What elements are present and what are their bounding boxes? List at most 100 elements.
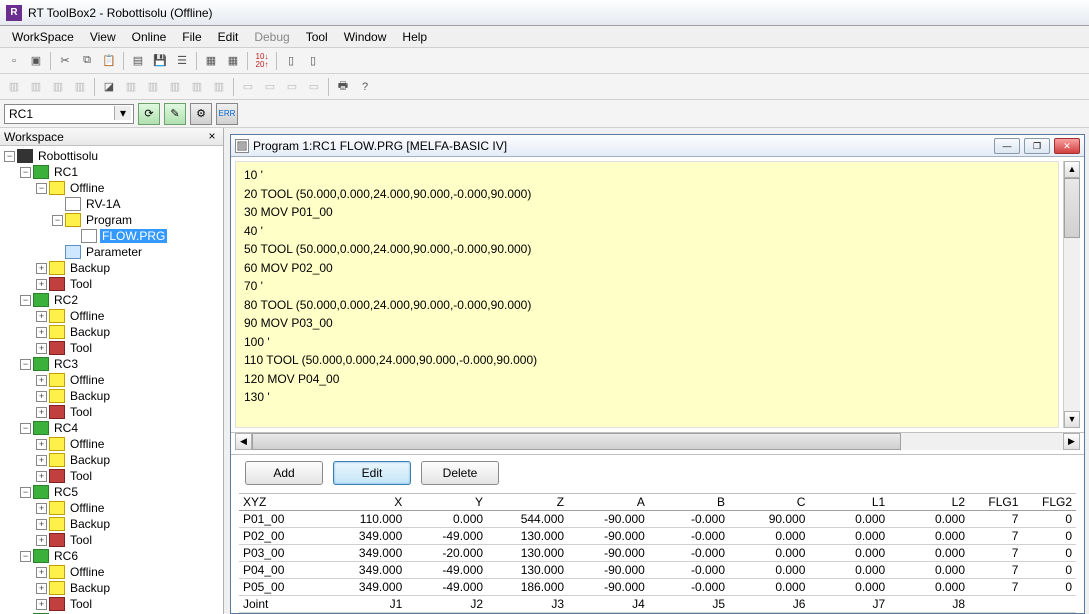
tb-stack-icon[interactable]: ☰ xyxy=(172,51,192,71)
tree-node[interactable]: +Offline xyxy=(0,308,223,324)
tree-node[interactable]: Parameter xyxy=(0,244,223,260)
tb-doc2-icon[interactable]: ▯ xyxy=(303,51,323,71)
tree-node[interactable]: +Tool xyxy=(0,596,223,612)
title-bar: R RT ToolBox2 - Robottisolu (Offline) xyxy=(0,0,1089,26)
workspace-close-icon[interactable]: × xyxy=(205,130,219,144)
refresh-button[interactable]: ⟳ xyxy=(138,103,160,125)
scroll-thumb[interactable] xyxy=(1064,178,1080,238)
delete-button[interactable]: Delete xyxy=(421,461,499,485)
edit-button-icon[interactable]: ✎ xyxy=(164,103,186,125)
menu-workspace[interactable]: WorkSpace xyxy=(4,28,82,46)
tb-opt2-icon[interactable]: ▦ xyxy=(223,51,243,71)
app-icon: R xyxy=(6,5,22,21)
toolbar-1: ▫ ▣ ✂ ⧉ 📋 ▤ 💾 ☰ ▦ ▦ 10↓20↑ ▯ ▯ xyxy=(0,48,1089,74)
tree-node[interactable]: +Backup xyxy=(0,260,223,276)
menu-bar: WorkSpace View Online File Edit Debug To… xyxy=(0,26,1089,48)
tree-node[interactable]: −RC3 xyxy=(0,356,223,372)
workspace-header: Workspace × xyxy=(0,128,223,146)
tree-node[interactable]: +Tool xyxy=(0,276,223,292)
tree-node[interactable]: +Tool xyxy=(0,404,223,420)
tb-folder-icon[interactable]: ▤ xyxy=(128,51,148,71)
tb2-a-icon[interactable]: ▥ xyxy=(4,77,24,97)
menu-debug[interactable]: Debug xyxy=(246,28,297,46)
tree-node[interactable]: +Offline xyxy=(0,500,223,516)
edit-button[interactable]: Edit xyxy=(333,461,411,485)
tb2-h-icon[interactable]: ▥ xyxy=(165,77,185,97)
hscroll-thumb[interactable] xyxy=(252,433,901,450)
content-area: Program 1:RC1 FLOW.PRG [MELFA-BASIC IV] … xyxy=(224,128,1089,614)
rc-combo[interactable]: RC1 xyxy=(4,104,134,124)
editor-minimize-button[interactable]: — xyxy=(994,138,1020,154)
tb-paste-icon[interactable]: 📋 xyxy=(99,51,119,71)
menu-view[interactable]: View xyxy=(82,28,124,46)
tree-node[interactable]: −Offline xyxy=(0,180,223,196)
menu-file[interactable]: File xyxy=(174,28,209,46)
editor-window: Program 1:RC1 FLOW.PRG [MELFA-BASIC IV] … xyxy=(230,134,1085,614)
editor-maximize-button[interactable]: ❐ xyxy=(1024,138,1050,154)
tb2-l-icon[interactable]: ▭ xyxy=(260,77,280,97)
tree-node[interactable]: −RC4 xyxy=(0,420,223,436)
tb2-m-icon[interactable]: ▭ xyxy=(282,77,302,97)
workspace-title: Workspace xyxy=(4,130,64,144)
add-button[interactable]: Add xyxy=(245,461,323,485)
scroll-down-icon[interactable]: ▼ xyxy=(1064,411,1080,428)
tree-node[interactable]: RV-1A xyxy=(0,196,223,212)
tree-node[interactable]: −RC6 xyxy=(0,548,223,564)
tree-node[interactable]: +Backup xyxy=(0,516,223,532)
tree-node[interactable]: −Program xyxy=(0,212,223,228)
scroll-left-icon[interactable]: ◀ xyxy=(235,433,252,450)
horizontal-scrollbar[interactable]: ◀ ▶ xyxy=(235,433,1080,450)
tb2-b-icon[interactable]: ▥ xyxy=(26,77,46,97)
editor-close-button[interactable]: ✕ xyxy=(1054,138,1080,154)
tree-node[interactable]: +Backup xyxy=(0,388,223,404)
tb-open-icon[interactable]: ▣ xyxy=(26,51,46,71)
tb2-c-icon[interactable]: ▥ xyxy=(48,77,68,97)
scroll-up-icon[interactable]: ▲ xyxy=(1064,161,1080,178)
tb-1020-icon[interactable]: 10↓20↑ xyxy=(252,51,272,71)
tb2-j-icon[interactable]: ▥ xyxy=(209,77,229,97)
tb2-print-icon[interactable]: 🖶 xyxy=(333,77,353,97)
tree-node[interactable]: +Offline xyxy=(0,564,223,580)
tb-cut-icon[interactable]: ✂ xyxy=(55,51,75,71)
menu-online[interactable]: Online xyxy=(124,28,175,46)
tree-node[interactable]: FLOW.PRG xyxy=(0,228,223,244)
tb-opt1-icon[interactable]: ▦ xyxy=(201,51,221,71)
vertical-scrollbar[interactable]: ▲ ▼ xyxy=(1063,161,1080,428)
tb2-f-icon[interactable]: ▥ xyxy=(121,77,141,97)
menu-help[interactable]: Help xyxy=(394,28,435,46)
tb2-help-icon[interactable]: ? xyxy=(355,77,375,97)
tb2-i-icon[interactable]: ▥ xyxy=(187,77,207,97)
tool-button-a[interactable]: ⚙ xyxy=(190,103,212,125)
tb-save-icon[interactable]: 💾 xyxy=(150,51,170,71)
tb2-g-icon[interactable]: ▥ xyxy=(143,77,163,97)
tb2-n-icon[interactable]: ▭ xyxy=(304,77,324,97)
tree-node[interactable]: +Backup xyxy=(0,580,223,596)
tb2-k-icon[interactable]: ▭ xyxy=(238,77,258,97)
scroll-right-icon[interactable]: ▶ xyxy=(1063,433,1080,450)
tree-node[interactable]: +Backup xyxy=(0,324,223,340)
editor-icon xyxy=(235,139,249,153)
tree-node[interactable]: +Tool xyxy=(0,532,223,548)
tb2-e-icon[interactable]: ◪ xyxy=(99,77,119,97)
tb-copy-icon[interactable]: ⧉ xyxy=(77,51,97,71)
tree-node[interactable]: +Tool xyxy=(0,340,223,356)
menu-edit[interactable]: Edit xyxy=(210,28,247,46)
tool-button-err[interactable]: ERR xyxy=(216,103,238,125)
tree-node[interactable]: +Tool xyxy=(0,468,223,484)
tb-new-icon[interactable]: ▫ xyxy=(4,51,24,71)
code-editor[interactable]: 10 '20 TOOL (50.000,0.000,24.000,90.000,… xyxy=(235,161,1059,428)
tree-node[interactable]: +Backup xyxy=(0,452,223,468)
position-table[interactable]: XYZXYZABCL1L2FLG1FLG2P01_00110.0000.0005… xyxy=(239,493,1076,613)
workspace-tree[interactable]: −Robottisolu−RC1−OfflineRV-1A−ProgramFLO… xyxy=(0,146,223,614)
tree-node[interactable]: −RC1 xyxy=(0,164,223,180)
tb-doc1-icon[interactable]: ▯ xyxy=(281,51,301,71)
menu-tool[interactable]: Tool xyxy=(298,28,336,46)
editor-title-bar[interactable]: Program 1:RC1 FLOW.PRG [MELFA-BASIC IV] … xyxy=(231,135,1084,157)
tree-node[interactable]: −RC2 xyxy=(0,292,223,308)
menu-window[interactable]: Window xyxy=(336,28,395,46)
tb2-d-icon[interactable]: ▥ xyxy=(70,77,90,97)
tree-node[interactable]: +Offline xyxy=(0,372,223,388)
tree-node[interactable]: −Robottisolu xyxy=(0,148,223,164)
tree-node[interactable]: −RC5 xyxy=(0,484,223,500)
tree-node[interactable]: +Offline xyxy=(0,436,223,452)
